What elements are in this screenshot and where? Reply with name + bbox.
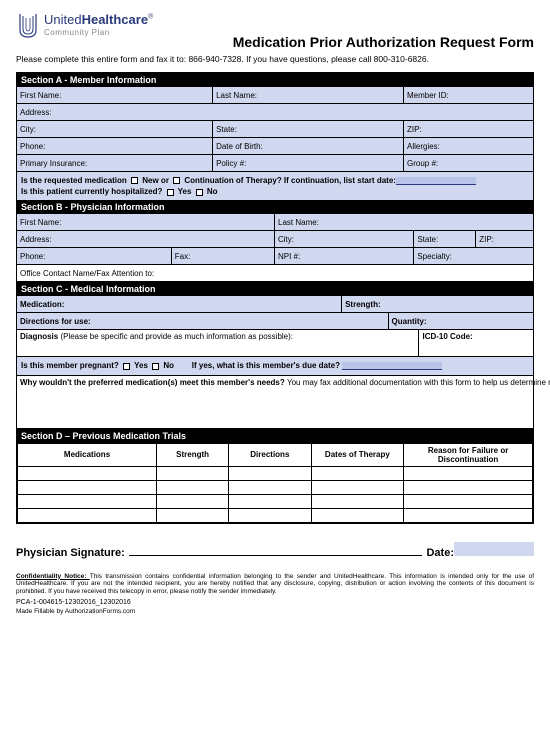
logo-text: UnitedHealthcare® Community Plan	[44, 12, 153, 37]
phys-specialty: Specialty:	[417, 252, 452, 261]
date-label: Date:	[426, 547, 454, 559]
phys-last-name: Last Name:	[278, 218, 319, 227]
last-name-label: Last Name:	[216, 91, 257, 100]
section-b-header: Section B - Physician Information	[17, 200, 533, 214]
form-page: UnitedHealthcare® Community Plan Medicat…	[0, 0, 550, 627]
directions-label: Directions for use:	[20, 317, 91, 326]
city-label: City:	[20, 125, 36, 134]
checkbox-preg-no[interactable]	[152, 363, 159, 370]
uhc-logo-icon	[16, 12, 40, 40]
confidentiality-notice: Confidentiality Notice: This transmissio…	[16, 573, 534, 596]
medication-label: Medication:	[20, 300, 64, 309]
due-date-field[interactable]	[342, 362, 442, 370]
start-date-field[interactable]	[396, 177, 476, 185]
state-label: State:	[216, 125, 237, 134]
first-name-label: First Name:	[20, 91, 61, 100]
diagnosis-label: Diagnosis (Please be specific and provid…	[20, 332, 293, 341]
col-directions: Directions	[229, 443, 311, 466]
phys-npi: NPI #:	[278, 252, 300, 261]
strength-label: Strength:	[345, 300, 381, 309]
col-reason: Reason for Failure or Discontinuation	[404, 443, 533, 466]
table-row[interactable]	[18, 466, 533, 480]
checkbox-preg-yes[interactable]	[123, 363, 130, 370]
checkbox-hosp-yes[interactable]	[167, 189, 174, 196]
instructions: Please complete this entire form and fax…	[16, 54, 534, 64]
pregnant-question: Is this member pregnant? Yes No If yes, …	[17, 357, 533, 375]
phys-phone: Phone:	[20, 252, 45, 261]
logo-subtitle: Community Plan	[44, 28, 153, 37]
policy-label: Policy #:	[216, 159, 246, 168]
section-c-header: Section C - Medical Information	[17, 282, 533, 296]
section-a-header: Section A - Member Information	[17, 73, 533, 87]
footer-code: PCA-1-004615-12302016_12302016	[16, 599, 534, 606]
why-question: Why wouldn't the preferred medication(s)…	[20, 378, 550, 387]
checkbox-continuation[interactable]	[173, 177, 180, 184]
logo-name: UnitedHealthcare®	[44, 12, 153, 27]
signature-label: Physician Signature:	[16, 547, 125, 559]
address-label: Address:	[20, 108, 52, 117]
member-id-label: Member ID:	[407, 91, 449, 100]
form-box: Section A - Member Information First Nam…	[16, 72, 534, 524]
signature-line[interactable]	[129, 544, 423, 556]
phys-city: City:	[278, 235, 294, 244]
phys-state: State:	[417, 235, 438, 244]
signature-row: Physician Signature: Date:	[16, 542, 534, 559]
section-a-questions: Is the requested medication New or Conti…	[17, 172, 533, 200]
table-row[interactable]	[18, 508, 533, 522]
col-strength: Strength	[157, 443, 229, 466]
section-d-header: Section D – Previous Medication Trials	[17, 429, 533, 443]
table-row[interactable]	[18, 480, 533, 494]
col-dates: Dates of Therapy	[311, 443, 404, 466]
quantity-label: Quantity:	[392, 317, 427, 326]
phys-fax: Fax:	[175, 252, 191, 261]
col-medications: Medications	[18, 443, 157, 466]
phys-address: Address:	[20, 235, 52, 244]
checkbox-hosp-no[interactable]	[196, 189, 203, 196]
fillable-note: Made Fillable by AuthorizationForms.com	[16, 608, 534, 615]
phys-first-name: First Name:	[20, 218, 61, 227]
zip-label: ZIP:	[407, 125, 422, 134]
office-contact: Office Contact Name/Fax Attention to:	[20, 269, 154, 278]
icd-label: ICD-10 Code:	[422, 332, 472, 341]
phys-zip: ZIP:	[479, 235, 494, 244]
primary-ins-label: Primary Insurance:	[20, 159, 87, 168]
allergies-label: Allergies:	[407, 142, 440, 151]
group-label: Group #:	[407, 159, 438, 168]
checkbox-new[interactable]	[131, 177, 138, 184]
phone-label: Phone:	[20, 142, 45, 151]
dob-label: Date of Birth:	[216, 142, 263, 151]
trials-table: Medications Strength Directions Dates of…	[17, 443, 533, 523]
table-row[interactable]	[18, 494, 533, 508]
date-field[interactable]	[454, 542, 534, 556]
